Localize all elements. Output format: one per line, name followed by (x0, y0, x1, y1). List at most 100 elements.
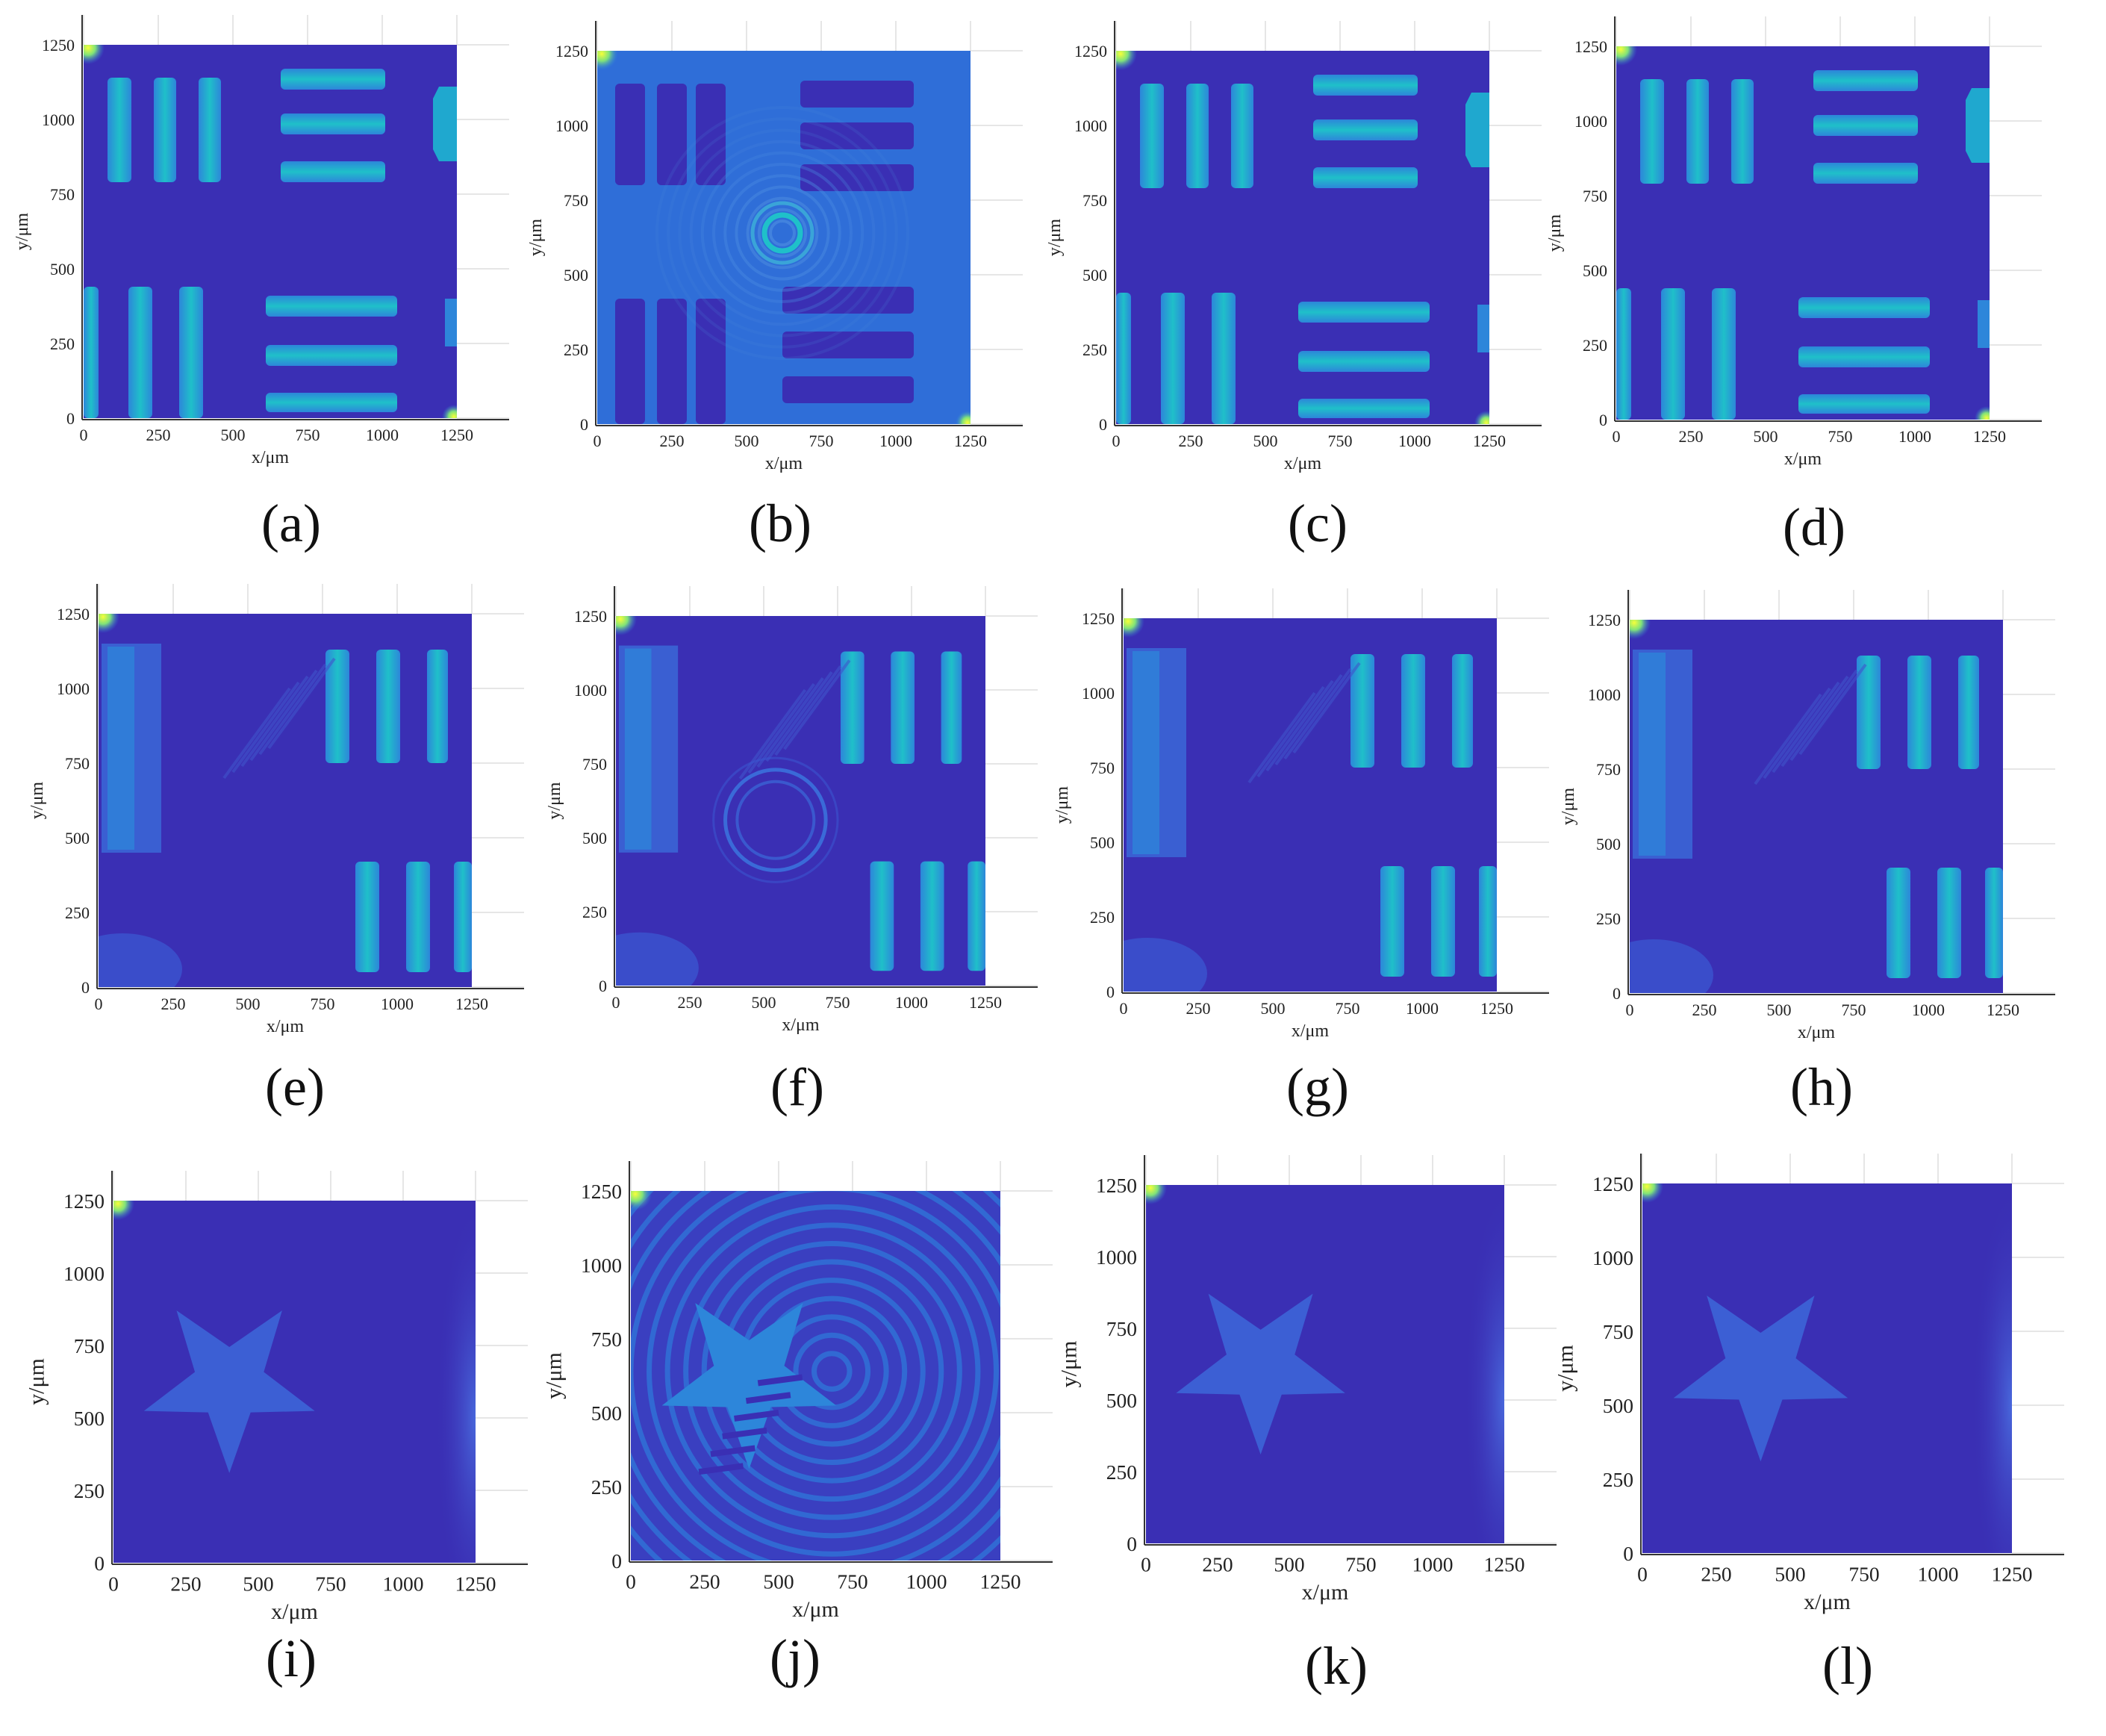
pattern-bar (406, 862, 430, 972)
pattern-bar (266, 345, 397, 366)
pattern-bar (1116, 293, 1131, 424)
y-tick-label: 500 (1082, 266, 1107, 284)
tick-labels: 0 250 500 750 1000 1250 0 250 500 750 1000 1250 (57, 605, 488, 1013)
y-tick-label: 0 (1099, 415, 1107, 434)
y-tick-label: 250 (1106, 1460, 1137, 1484)
heatmap-image (1616, 46, 1990, 420)
x-tick-label: 750 (1848, 1563, 1879, 1586)
star-shape (1673, 1295, 1848, 1462)
pattern-bar (1813, 163, 1918, 184)
pattern-bar (891, 651, 915, 764)
x-tick-label: 1000 (366, 426, 399, 444)
panel-f: 0 250 500 750 1000 1250 0 250 500 750 1000 1250 x/μm… (545, 586, 1038, 1117)
panel-label: (i) (266, 1628, 317, 1688)
panel-label: (d) (1783, 497, 1845, 557)
grid-lines (113, 1171, 528, 1564)
y-tick-label: 750 (1596, 760, 1621, 779)
x-axis-label: x/μm (1784, 449, 1822, 469)
y-tick-label: 1000 (57, 679, 90, 698)
pattern-bar (281, 161, 385, 182)
x-tick-label: 250 (1186, 999, 1211, 1018)
pattern-bar (1298, 399, 1430, 418)
x-tick-label: 1250 (1992, 1563, 2033, 1586)
x-axis-label: x/μm (1284, 454, 1322, 473)
x-tick-label: 750 (826, 993, 850, 1012)
y-tick-label: 0 (1599, 411, 1607, 429)
pattern-bar (1907, 656, 1931, 769)
x-tick-label: 0 (612, 993, 620, 1012)
y-tick-label: 500 (1596, 835, 1621, 853)
pattern-bar (696, 299, 726, 424)
x-axis-label: x/μm (1292, 1021, 1330, 1041)
x-axis-label: x/μm (271, 1599, 318, 1624)
x-tick-label: 500 (1261, 999, 1286, 1018)
panel-a: 0 250 500 750 1000 1250 0 250 500 750 1000 1250 x/μm… (13, 15, 509, 553)
pattern-bar (325, 650, 349, 763)
y-tick-label: 500 (74, 1407, 105, 1430)
pattern-bar (1798, 297, 1930, 318)
y-tick-label: 1000 (42, 111, 75, 129)
pattern-bar (1140, 84, 1164, 188)
panel-b: 0 250 500 750 1000 1250 0 250 500 750 1000 1250 x/μm… (526, 21, 1023, 553)
pattern-bar (281, 113, 385, 134)
y-tick-label: 500 (1106, 1389, 1137, 1412)
pattern-bar (1798, 346, 1930, 367)
y-axis-label: y/μm (1553, 1345, 1577, 1392)
y-axis-label: y/μm (13, 213, 32, 251)
grid-lines (98, 584, 524, 988)
pattern-bar (1798, 394, 1930, 414)
pattern-bar (266, 393, 397, 412)
y-tick-label: 1000 (581, 1254, 622, 1277)
y-tick-label: 500 (1603, 1394, 1633, 1417)
x-axis-label: x/μm (252, 448, 290, 467)
heatmap-image (1642, 1183, 2012, 1553)
x-tick-label: 250 (146, 426, 171, 444)
x-tick-label: 250 (660, 432, 685, 450)
pattern-bar (154, 78, 176, 182)
pattern-bar (1313, 119, 1418, 140)
y-tick-label: 250 (74, 1479, 105, 1502)
y-tick-label: 0 (81, 978, 90, 997)
panel-label: (j) (770, 1628, 820, 1688)
x-tick-label: 0 (594, 432, 602, 450)
y-tick-label: 1250 (1082, 609, 1115, 628)
x-tick-label: 1000 (879, 432, 912, 450)
y-tick-label: 1000 (1096, 1245, 1137, 1269)
grid-lines (1123, 588, 1549, 992)
x-tick-label: 0 (1120, 999, 1128, 1018)
y-tick-label: 1000 (1074, 116, 1107, 135)
pattern-bar (1712, 288, 1736, 420)
grid-lines (1642, 1154, 2064, 1554)
grid-lines (596, 21, 1023, 425)
x-tick-label: 750 (296, 426, 320, 444)
pattern-bar (128, 287, 152, 418)
x-tick-label: 250 (689, 1570, 720, 1593)
y-axis-label: y/μm (526, 219, 546, 257)
panel-label: (h) (1790, 1057, 1853, 1117)
grid-lines (615, 586, 1038, 986)
pattern-bar (84, 287, 99, 418)
pattern-bar (1731, 79, 1754, 184)
x-tick-label: 1250 (980, 1570, 1021, 1593)
pattern-bar (1479, 866, 1497, 977)
pattern-bar (657, 299, 687, 424)
pattern-bar (1231, 84, 1253, 188)
y-tick-label: 250 (591, 1475, 622, 1499)
y-tick-label: 1250 (1588, 611, 1621, 629)
x-tick-label: 750 (1328, 432, 1353, 450)
panel-d: 0 250 500 750 1000 1250 0 250 500 750 1000 1250 x/μm… (1545, 16, 2042, 557)
pattern-bar (1937, 868, 1961, 978)
panel-label: (b) (749, 494, 811, 553)
heatmap-image (84, 45, 457, 418)
tick-labels: 0 250 500 750 1000 1250 0 250 500 750 1000 1250 (1592, 1172, 2033, 1586)
pattern-bar (355, 862, 379, 972)
x-tick-label: 750 (1828, 427, 1853, 446)
y-tick-label: 1250 (57, 605, 90, 623)
panel-i: 0 250 500 750 1000 1250 0 250 500 750 1000 1250 x/μm… (24, 1171, 528, 1688)
pattern-bar (376, 650, 400, 763)
pattern-bar (108, 78, 131, 182)
y-tick-label: 500 (1090, 833, 1115, 852)
y-tick-label: 0 (599, 977, 607, 995)
x-tick-label: 1000 (1406, 999, 1439, 1018)
y-tick-label: 1000 (555, 116, 588, 135)
